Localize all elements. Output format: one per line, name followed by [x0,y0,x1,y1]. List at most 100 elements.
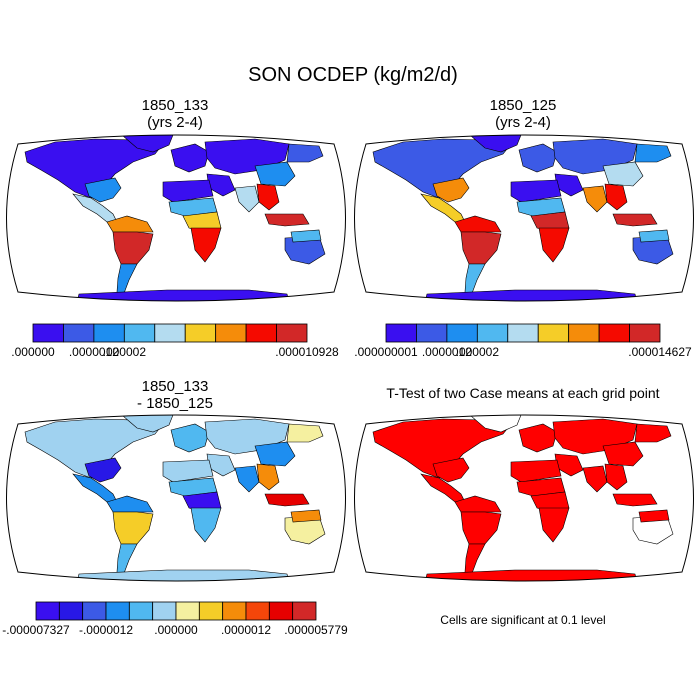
region-northern-australia [638,229,670,243]
colorbar-bin [568,323,600,343]
region-antarctica [424,569,638,581]
region-amazon-basin [460,511,502,545]
region-antarctica [76,569,290,581]
region-southern-africa [190,227,222,263]
panel-4-caption: Cells are significant at 0.1 level [440,613,605,627]
region-china [254,161,296,187]
region-china [602,441,644,467]
colorbar-bin [58,601,84,621]
region-southeast-asia [256,183,280,211]
panel-2-colorbar: .000000001 .0000012.000002 .000014627 [354,323,692,359]
colorbar-bin [123,323,156,343]
colorbar-label: .0000012 [422,345,472,359]
colorbar-label: .000000001 [354,345,418,359]
panel-2-subtitle: (yrs 2-4) [495,114,551,131]
region-europe [170,143,210,173]
region-amazon-basin [112,231,154,265]
region-china [602,161,644,187]
colorbar-bin [385,323,417,343]
region-sahara [162,179,214,203]
region-south-asia [234,185,260,213]
region-southern-africa [538,227,570,263]
colorbar-bin [105,601,130,621]
panel-3-colorbar: -.000007327 -.0000012 .000000 .0000012 .0000… [2,601,348,637]
colorbar-bin [128,601,154,621]
colorbar-bin [537,323,570,343]
region-south-asia [582,465,608,493]
region-southeastern-us [84,457,122,483]
region-amazon-basin [460,231,502,265]
colorbar-label: -.0000012 [79,623,133,637]
colorbar-bin [35,601,60,621]
map-border [354,134,694,302]
panel-3-subtitle: - 1850_125 [137,395,213,412]
region-siberia [634,423,672,443]
colorbar-bin [198,601,224,621]
colorbar-bin [152,601,177,621]
map-border [354,414,694,582]
colorbar-bin [93,323,125,343]
panel-4-map [354,414,694,582]
colorbar-bin [292,601,317,621]
colorbar-label: -.000007327 [2,623,70,637]
region-southeast-asia [256,463,280,491]
figure-title: SON OCDEP (kg/m2/d) [248,64,458,86]
region-indonesia [264,213,310,227]
map-border [6,414,346,582]
region-siberia [634,143,672,163]
region-southeastern-us [432,177,470,203]
region-sahara [510,459,562,483]
colorbar-bin [416,323,448,343]
region-southeastern-us [432,457,470,483]
colorbar-bin [215,323,247,343]
region-southeast-asia [604,463,628,491]
colorbar-bin [154,323,186,343]
colorbar-bin [184,323,217,343]
region-europe [518,143,558,173]
region-southeastern-us [84,177,122,203]
region-siberia [286,143,324,163]
panel-1-map [6,134,346,302]
panel-3-title: 1850_133 [142,378,209,395]
panel-4-title: T-Test of two Case means at each grid po… [386,385,659,401]
colorbar-label: .000002 [456,345,500,359]
region-antarctica [76,289,290,301]
region-amazon-basin [112,511,154,545]
panel-2-title: 1850_125 [490,97,557,114]
colorbar-label: .000000 [11,345,55,359]
colorbar-label: .0000012 [221,623,271,637]
region-greenland [122,135,174,153]
colorbar-bin [245,601,270,621]
panel-3-map [6,414,346,582]
colorbar-label: .000014627 [628,345,692,359]
region-antarctica [424,289,638,301]
region-southern-africa [538,507,570,543]
region-north-america [24,418,164,479]
panel-1-colorbar: .000000 .0000012.000002 .000010928 [11,323,339,359]
region-greenland [470,415,522,433]
region-china [254,441,296,467]
colorbar-bin [222,601,247,621]
colorbar-label: .0000012 [69,345,119,359]
region-greenland [122,415,174,433]
map-border [6,134,346,302]
region-indonesia [264,493,310,507]
region-northern-australia [290,229,322,243]
region-southeast-asia [604,183,628,211]
colorbar-label: .000000 [154,623,198,637]
region-northern-australia [290,509,322,523]
region-south-asia [234,465,260,493]
colorbar-label: .000005779 [284,623,348,637]
panel-2-map [354,134,694,302]
region-sahara [162,459,214,483]
colorbar-bin [63,323,95,343]
colorbar-bin [629,323,661,343]
region-indonesia [612,213,658,227]
colorbar-bin [175,601,200,621]
region-greenland [470,135,522,153]
region-north-america [372,138,512,199]
region-southern-africa [190,507,222,543]
colorbar-bin [476,323,509,343]
colorbar-bin [507,323,539,343]
